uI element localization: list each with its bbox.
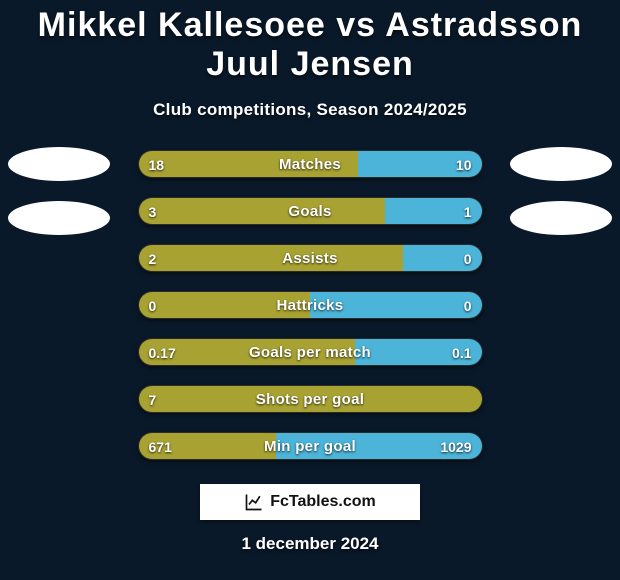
stat-value-left: 671 (149, 433, 172, 460)
stat-value-right: 10 (456, 151, 472, 178)
stat-value-left: 0.17 (149, 339, 176, 366)
stat-row: Hattricks0 0 (0, 291, 620, 321)
chart-icon (244, 492, 264, 512)
stat-value-left: 7 (149, 386, 157, 413)
stats-container: Matches1810Goals31Assists20Hattricks00Go… (0, 150, 620, 462)
stat-value-left: 0 (149, 292, 157, 319)
comparison-title: Mikkel Kallesoee vs Astradsson Juul Jens… (0, 6, 620, 84)
stat-value-right: 0 (464, 245, 472, 272)
stat-bar: Hattricks0 0 (138, 291, 483, 319)
stat-label: Assists (139, 245, 482, 272)
stat-label: Matches (139, 151, 482, 178)
stat-row: Shots per goal7 (0, 385, 620, 415)
stat-row: Matches18 10 (0, 150, 620, 180)
stat-bar: Shots per goal7 (138, 385, 483, 413)
stat-value-right: 0.1 (452, 339, 471, 366)
branding-text: FcTables.com (270, 493, 376, 511)
stat-value-left: 18 (149, 151, 165, 178)
comparison-date: 1 december 2024 (0, 534, 620, 554)
stat-label: Hattricks (139, 292, 482, 319)
stat-value-right: 0 (464, 292, 472, 319)
stat-label: Min per goal (139, 433, 482, 460)
stat-value-right: 1 (464, 198, 472, 225)
comparison-subtitle: Club competitions, Season 2024/2025 (0, 100, 620, 120)
stat-label: Goals per match (139, 339, 482, 366)
stat-bar: Goals per match0.17 0.1 (138, 338, 483, 366)
stat-row: Goals3 1 (0, 197, 620, 227)
stat-row: Min per goal671 1029 (0, 432, 620, 462)
stat-value-right: 1029 (440, 433, 471, 460)
stat-label: Goals (139, 198, 482, 225)
stat-bar: Min per goal671 1029 (138, 432, 483, 460)
branding-badge: FcTables.com (200, 484, 420, 520)
stat-bar: Matches18 10 (138, 150, 483, 178)
stat-bar: Assists2 0 (138, 244, 483, 272)
stat-row: Assists2 0 (0, 244, 620, 274)
stat-row: Goals per match0.17 0.1 (0, 338, 620, 368)
stat-value-left: 2 (149, 245, 157, 272)
stat-label: Shots per goal (139, 386, 482, 413)
stat-bar: Goals3 1 (138, 197, 483, 225)
stat-value-left: 3 (149, 198, 157, 225)
